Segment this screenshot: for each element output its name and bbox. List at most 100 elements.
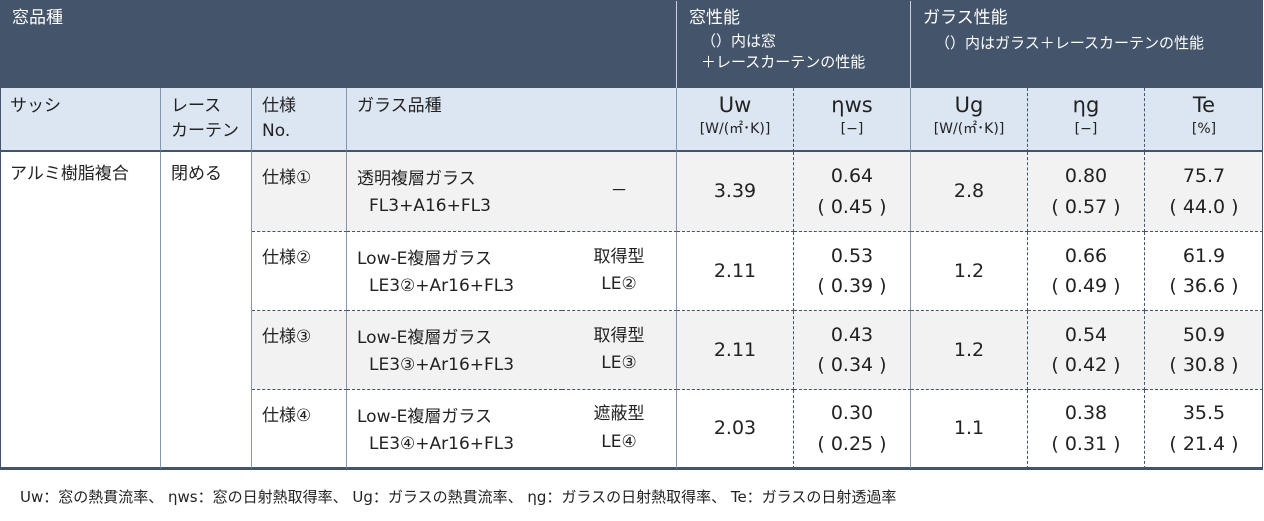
body-cell: 2.11 <box>677 311 794 390</box>
cell-text: － <box>610 180 628 201</box>
cell-text: （）内はガラス＋レースカーテンの性能 <box>935 33 1204 52</box>
cell-text: 0.38 <box>1064 402 1108 425</box>
cell-text: [W/(㎡･K)] <box>699 121 771 138</box>
cell-text: 0.64 <box>830 165 874 188</box>
body-cell: 閉める <box>161 152 252 469</box>
body-cell: － <box>562 152 677 232</box>
cell-text: ( 0.57 ) <box>1051 195 1121 218</box>
cell-text: 0.54 <box>1064 323 1108 346</box>
body-cell: 2.11 <box>677 232 794 311</box>
cell-text: 窓性能 <box>689 8 740 28</box>
column-header: レース カーテン <box>161 88 252 152</box>
cell-text: 2.8 <box>953 180 985 203</box>
cell-text: ( 0.25 ) <box>817 432 887 455</box>
cell-text: 仕様 No. <box>262 96 296 141</box>
cell-text: 仕様① <box>262 168 312 188</box>
cell-text: Low-E複層ガラス <box>357 249 493 269</box>
cell-text: 取得型 LE③ <box>593 325 645 373</box>
cell-text: 3.39 <box>713 180 757 203</box>
cell-text: 透明複層ガラス <box>357 169 476 189</box>
body-cell: 取得型 LE③ <box>562 311 677 390</box>
cell-text: 0.80 <box>1064 165 1108 188</box>
cell-text: 0.30 <box>830 402 874 425</box>
cell-text: サッシ <box>10 96 61 116</box>
cell-text: 0.43 <box>830 323 874 346</box>
cell-text: 仕様③ <box>262 327 312 347</box>
cell-text: ( 0.34 ) <box>817 354 887 376</box>
column-header: Te [%] <box>1145 88 1263 152</box>
cell-text: 2.11 <box>713 338 757 361</box>
footnote: Uw：窓の熱貫流率、 ηws：窓の日射熱取得率、 Ug：ガラスの熱貫流率、 ηg… <box>20 488 897 506</box>
column-header: ηws [−] <box>794 88 911 152</box>
body-cell: 1.2 <box>911 232 1028 311</box>
cell-text: 0.66 <box>1064 244 1108 267</box>
cell-text: [%] <box>1191 121 1217 138</box>
cell-text: 窓品種 <box>12 8 63 28</box>
body-cell: 遮蔽型 LE④ <box>562 390 677 469</box>
cell-text: LE3③+Ar16+FL3 <box>369 355 515 376</box>
cell-text: ( 0.39 ) <box>817 275 887 297</box>
cell-text: ＋レースカーテンの性能 <box>701 53 866 72</box>
cell-text: 0.53 <box>830 244 874 267</box>
cell-text: Low-E複層ガラス <box>357 407 493 427</box>
cell-text: [W/(㎡･K)] <box>933 121 1005 138</box>
body-cell: 0.54 ( 0.42 ) <box>1028 311 1145 390</box>
cell-text: ( 0.42 ) <box>1051 354 1121 376</box>
cell-text: 遮蔽型 LE④ <box>593 404 645 452</box>
cell-text: ( 0.49 ) <box>1051 275 1121 297</box>
body-cell: 35.5 ( 21.4 ) <box>1145 390 1263 469</box>
cell-text: Low-E複層ガラス <box>357 328 493 348</box>
body-cell: 3.39 <box>677 152 794 232</box>
body-cell: Low-E複層ガラス LE3④+Ar16+FL3 <box>347 390 562 469</box>
body-cell: 仕様④ <box>252 390 347 469</box>
body-cell: Low-E複層ガラス LE3②+Ar16+FL3 <box>347 232 562 311</box>
cell-text: ガラス品種 <box>357 96 442 116</box>
cell-text: レース カーテン <box>171 96 239 141</box>
cell-text: 2.03 <box>713 417 757 440</box>
cell-text: 仕様④ <box>262 406 312 426</box>
body-cell: 0.64 ( 0.45 ) <box>794 152 911 232</box>
cell-text: 75.7 <box>1182 165 1226 188</box>
body-cell: 透明複層ガラス FL3+A16+FL3 <box>347 152 562 232</box>
body-cell: 仕様① <box>252 152 347 232</box>
body-cell: Low-E複層ガラス LE3③+Ar16+FL3 <box>347 311 562 390</box>
body-cell: 2.8 <box>911 152 1028 232</box>
body-cell: 0.30 ( 0.25 ) <box>794 390 911 469</box>
cell-text: ηws <box>831 93 873 117</box>
cell-text: LE3④+Ar16+FL3 <box>369 434 515 455</box>
cell-text: Te <box>1192 93 1216 117</box>
body-cell: 50.9 ( 30.8 ) <box>1145 311 1263 390</box>
cell-text: ( 21.4 ) <box>1169 432 1239 455</box>
body-cell: 1.2 <box>911 311 1028 390</box>
body-cell: 仕様② <box>252 232 347 311</box>
cell-text: Ug <box>954 93 984 117</box>
body-cell: 0.80 ( 0.57 ) <box>1028 152 1145 232</box>
cell-text: 1.2 <box>953 259 985 282</box>
cell-text: ( 0.45 ) <box>817 195 887 218</box>
body-cell: 0.38 ( 0.31 ) <box>1028 390 1145 469</box>
body-cell: 0.53 ( 0.39 ) <box>794 232 911 311</box>
cell-text: 1.2 <box>953 338 985 361</box>
cell-text: 1.1 <box>953 417 985 440</box>
body-cell: 0.66 ( 0.49 ) <box>1028 232 1145 311</box>
body-cell: 75.7 ( 44.0 ) <box>1145 152 1263 232</box>
body-cell: アルミ樹脂複合 <box>0 152 161 469</box>
cell-text: ガラス性能 <box>923 8 1008 28</box>
header-cell: 窓性能 （）内は窓 ＋レースカーテンの性能 <box>677 0 911 88</box>
cell-text: 35.5 <box>1182 402 1226 425</box>
column-header: Ug [W/(㎡･K)] <box>911 88 1028 152</box>
column-header: 仕様 No. <box>252 88 347 152</box>
header-cell: 窓品種 <box>0 0 677 88</box>
cell-text: LE3②+Ar16+FL3 <box>369 276 515 297</box>
cell-text: ( 30.8 ) <box>1169 354 1239 376</box>
header-cell: ガラス性能 （）内はガラス＋レースカーテンの性能 <box>911 0 1263 88</box>
cell-text: 61.9 <box>1182 244 1226 267</box>
cell-text: 閉める <box>171 164 222 184</box>
column-header: ガラス品種 <box>347 88 677 152</box>
cell-text: 2.11 <box>713 259 757 282</box>
cell-text: [−] <box>1074 121 1098 138</box>
cell-text: 仕様② <box>262 248 312 268</box>
cell-text: ( 36.6 ) <box>1169 275 1239 297</box>
cell-text: 取得型 LE② <box>593 246 645 294</box>
